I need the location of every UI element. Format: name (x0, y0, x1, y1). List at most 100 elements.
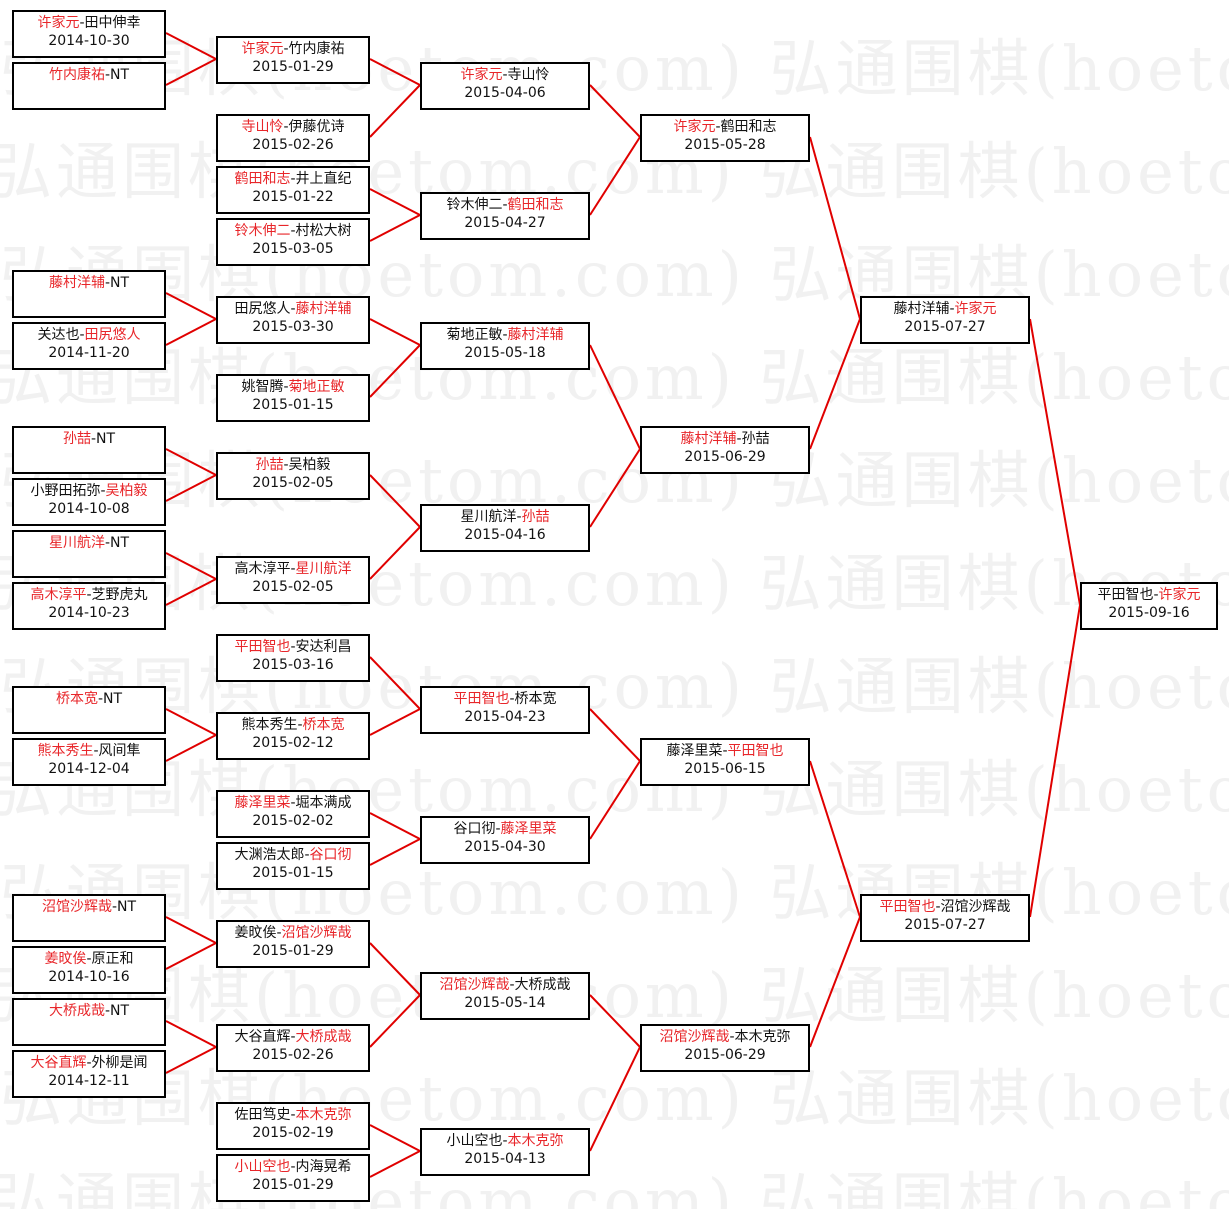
player-1: 平田智也 (234, 639, 291, 655)
match-box: 铃木伸二-鹤田和志 2015-04-27 (420, 192, 590, 240)
match-box: 田尻悠人-藤村洋辅 2015-03-30 (216, 296, 370, 344)
player-1: 许家元 (460, 67, 503, 83)
separator: - (290, 223, 296, 239)
separator: - (495, 821, 501, 837)
connector-line (369, 474, 421, 528)
match-box: 小山空也-内海晃希 2015-01-29 (216, 1154, 370, 1202)
player-1: 藤泽里菜 (666, 743, 723, 759)
separator: - (79, 15, 85, 31)
player-2: NT (110, 275, 130, 291)
match-players: 大渊浩太郎-谷口彻 (218, 846, 368, 864)
match-box: 许家元-田中伸幸 2014-10-30 (12, 10, 166, 58)
connector-line (165, 448, 217, 476)
separator: - (290, 639, 296, 655)
match-players: 田尻悠人-藤村洋辅 (218, 300, 368, 318)
player-1: 平田智也 (453, 691, 510, 707)
separator: - (104, 67, 111, 83)
separator: - (502, 327, 508, 343)
match-date: 2015-07-27 (904, 319, 986, 335)
connector-line (165, 318, 217, 346)
connector-line (1029, 604, 1081, 918)
match-box: 佐田笃史-本木克弥 2015-02-19 (216, 1102, 370, 1150)
player-2: 外柳是闻 (91, 1055, 148, 1071)
player-2: 许家元 (954, 301, 997, 317)
player-2: NT (117, 899, 137, 915)
match-date: 2015-06-29 (684, 1047, 766, 1063)
connector-line (165, 552, 217, 580)
match-box: 姚智腾-菊地正敏 2015-01-15 (216, 374, 370, 422)
separator: - (104, 1003, 111, 1019)
player-2: 寺山怜 (507, 67, 550, 83)
player-2: 风间隼 (98, 743, 141, 759)
player-2: 本木克弥 (295, 1107, 352, 1123)
player-2: 藤泽里菜 (500, 821, 557, 837)
match-players: 熊本秀生-风间隼 (14, 742, 164, 760)
separator: - (949, 301, 955, 317)
match-date: 2015-01-29 (252, 59, 334, 75)
player-1: 姜旼俟 (234, 925, 277, 941)
separator: - (736, 431, 742, 447)
match-box: 姜旼俟-原正和 2014-10-16 (12, 946, 166, 994)
player-1: 小山空也 (234, 1159, 291, 1175)
match-box: 许家元-寺山怜 2015-04-06 (420, 62, 590, 110)
player-2: 井上直纪 (295, 171, 352, 187)
match-players: 小山空也-本木克弥 (422, 1132, 588, 1150)
match-date: 2015-01-29 (252, 1177, 334, 1193)
match-box: 姜旼俟-沼馆沙辉哉 2015-01-29 (216, 920, 370, 968)
match-box: 桥本宽-NT (12, 686, 166, 734)
player-2: NT (110, 535, 130, 551)
separator: - (104, 535, 111, 551)
player-2: 谷口彻 (309, 847, 352, 863)
match-date: 2015-02-26 (252, 137, 334, 153)
separator: - (509, 691, 515, 707)
match-players: 沼馆沙辉哉-本木克弥 (642, 1028, 808, 1046)
match-box: 熊本秀生-风间隼 2014-12-04 (12, 738, 166, 786)
player-2: 鹤田和志 (507, 197, 564, 213)
match-date: 2014-10-08 (48, 501, 130, 517)
match-players: 熊本秀生-桥本宽 (218, 716, 368, 734)
player-1: 平田智也 (879, 899, 936, 915)
match-players: 藤村洋辅-NT (14, 274, 164, 292)
match-date: 2015-02-02 (252, 813, 334, 829)
match-date: 2015-01-29 (252, 943, 334, 959)
match-players: 许家元-田中伸幸 (14, 14, 164, 32)
player-2: 鹤田和志 (720, 119, 777, 135)
match-players: 藤泽里菜-平田智也 (642, 742, 808, 760)
match-players: 孙喆-吴柏毅 (218, 456, 368, 474)
separator: - (722, 743, 728, 759)
player-1: 田尻悠人 (234, 301, 291, 317)
player-2: 藤村洋辅 (507, 327, 564, 343)
player-2: 堀本满成 (295, 795, 352, 811)
player-2: 田中伸幸 (84, 15, 141, 31)
match-date: 2015-03-05 (252, 241, 334, 257)
player-1: 大桥成哉 (48, 1003, 105, 1019)
match-date: 2014-10-30 (48, 33, 130, 49)
player-2: 本木克弥 (734, 1029, 791, 1045)
match-date: 2015-04-16 (464, 527, 546, 543)
separator: - (297, 717, 303, 733)
match-date: 2014-10-16 (48, 969, 130, 985)
connector-line (589, 136, 641, 216)
connector-line (369, 318, 421, 346)
player-2: 沼馆沙辉哉 (940, 899, 1011, 915)
match-players: 许家元-鹤田和志 (642, 118, 808, 136)
connector-line (369, 838, 421, 866)
match-players: 平田智也-安达利昌 (218, 638, 368, 656)
separator: - (1153, 587, 1159, 603)
player-1: 平田智也 (1097, 587, 1154, 603)
player-1: 星川航洋 (48, 535, 105, 551)
player-2: NT (110, 67, 130, 83)
connector-line (165, 708, 217, 736)
match-box: 藤村洋辅-许家元 2015-07-27 (860, 296, 1030, 344)
player-1: 佐田笃史 (234, 1107, 291, 1123)
match-date: 2015-04-27 (464, 215, 546, 231)
match-date: 2015-02-12 (252, 735, 334, 751)
player-1: 小野田拓弥 (30, 483, 101, 499)
match-players: 星川航洋-NT (14, 534, 164, 552)
player-2: 星川航洋 (295, 561, 352, 577)
match-box: 小山空也-本木克弥 2015-04-13 (420, 1128, 590, 1176)
match-players: 桥本宽-NT (14, 690, 164, 708)
player-2: 村松大树 (295, 223, 352, 239)
player-2: 原正和 (91, 951, 134, 967)
